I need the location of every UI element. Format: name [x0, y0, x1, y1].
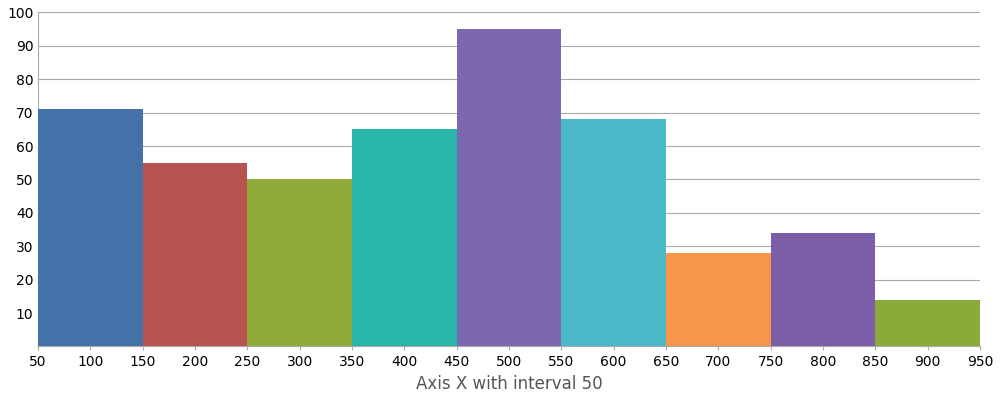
- Bar: [875, 300, 980, 346]
- Bar: [38, 109, 143, 346]
- Bar: [561, 119, 666, 346]
- Bar: [247, 180, 352, 346]
- Bar: [666, 253, 771, 346]
- Bar: [457, 29, 561, 346]
- Bar: [352, 129, 457, 346]
- Bar: [771, 233, 875, 346]
- Bar: [143, 163, 247, 346]
- X-axis label: Axis X with interval 50: Axis X with interval 50: [416, 375, 602, 393]
